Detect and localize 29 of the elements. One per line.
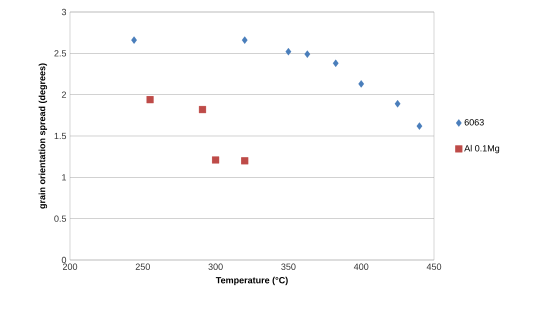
point [146,96,154,104]
x-tick-label: 300 [208,264,223,270]
point [198,106,206,114]
point [304,50,310,58]
point [332,59,339,68]
y-tick-label: 3 [62,8,66,16]
point [286,48,292,56]
x-tick-label: 450 [426,264,442,270]
y-tick-label: 1.5 [54,132,66,140]
point [242,36,248,44]
x-tick-label: 200 [62,264,78,270]
point [131,36,137,44]
y-tick-label: 0 [62,256,66,264]
point [241,157,248,164]
point [394,100,400,108]
point [212,156,220,164]
y-tick-label: 1 [62,174,66,180]
legend-label: Al 0.1Mg [464,144,500,154]
point [358,80,364,88]
x-axis-title: Temperature (°C) [216,276,288,286]
point [416,122,422,130]
legend-label: 6063 [464,119,484,126]
x-tick-label: 250 [136,264,150,270]
y-axis-title: grain orientation spread (degrees) [38,63,48,209]
x-tick-label: 400 [354,264,368,270]
y-tick-label: 2 [62,92,66,98]
y-tick-label: 0.5 [54,215,66,222]
x-tick-label: 350 [281,264,296,270]
y-tick-label: 2.5 [54,50,66,57]
